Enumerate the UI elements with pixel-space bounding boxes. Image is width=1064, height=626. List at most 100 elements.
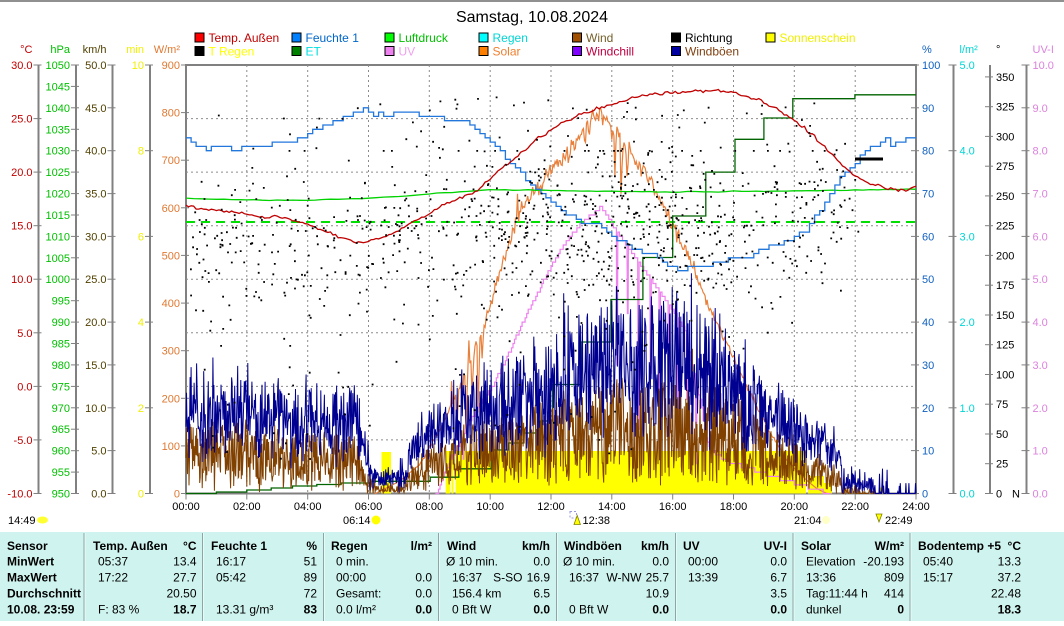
- svg-text:25.7: 25.7: [646, 571, 670, 585]
- svg-text:89: 89: [304, 571, 318, 585]
- svg-text:809: 809: [884, 571, 904, 585]
- svg-text:Regen: Regen: [331, 539, 368, 553]
- svg-text:100: 100: [162, 441, 180, 453]
- svg-text:W-NW: W-NW: [606, 571, 642, 585]
- svg-text:N: N: [1012, 489, 1020, 501]
- svg-text:3.0: 3.0: [960, 231, 975, 243]
- svg-text:1045: 1045: [46, 81, 70, 93]
- svg-text:°C: °C: [20, 44, 32, 56]
- svg-text:20:00: 20:00: [781, 501, 809, 513]
- svg-text:1015: 1015: [46, 210, 70, 222]
- svg-text:3.0: 3.0: [1033, 360, 1048, 372]
- svg-text:Solar: Solar: [493, 45, 521, 59]
- svg-text:4: 4: [138, 317, 144, 329]
- svg-text:20: 20: [922, 403, 934, 415]
- svg-text:-10.0: -10.0: [7, 489, 32, 501]
- svg-text:10: 10: [922, 446, 934, 458]
- svg-text:Wind: Wind: [586, 31, 613, 45]
- svg-text:30.0: 30.0: [11, 60, 32, 72]
- svg-text:10.0: 10.0: [85, 403, 106, 415]
- svg-text:83: 83: [304, 602, 318, 616]
- svg-text:15:17: 15:17: [923, 571, 953, 585]
- svg-text:5.0: 5.0: [17, 328, 32, 340]
- svg-text:1050: 1050: [46, 60, 70, 72]
- svg-text:0 Bft W: 0 Bft W: [452, 602, 492, 616]
- svg-text:Windchill: Windchill: [586, 45, 634, 59]
- svg-text:955: 955: [52, 467, 70, 479]
- svg-text:12:00: 12:00: [537, 501, 565, 513]
- svg-text:18.7: 18.7: [173, 602, 197, 616]
- svg-text:24:00: 24:00: [902, 501, 930, 513]
- svg-text:980: 980: [52, 360, 70, 372]
- svg-text:02:00: 02:00: [233, 501, 261, 513]
- svg-text:80: 80: [922, 146, 934, 158]
- svg-text:W/m²: W/m²: [875, 539, 904, 553]
- svg-text:10:00: 10:00: [476, 501, 504, 513]
- svg-text:0.0: 0.0: [770, 555, 787, 569]
- svg-text:150: 150: [996, 310, 1014, 322]
- svg-text:0.0 l/m²: 0.0 l/m²: [336, 602, 376, 616]
- svg-text:1.0: 1.0: [960, 403, 975, 415]
- svg-text:25.0: 25.0: [11, 114, 32, 126]
- svg-text:Feuchte 1: Feuchte 1: [211, 539, 267, 553]
- svg-text:22:49: 22:49: [885, 515, 913, 527]
- svg-text:Regen: Regen: [493, 31, 528, 45]
- svg-text:10.0: 10.0: [11, 274, 32, 286]
- svg-text:6.5: 6.5: [533, 587, 550, 601]
- svg-text:800: 800: [162, 108, 180, 120]
- svg-text:300: 300: [996, 131, 1014, 143]
- svg-text:22:00: 22:00: [841, 501, 869, 513]
- svg-text:T Regen: T Regen: [209, 45, 255, 59]
- svg-text:1040: 1040: [46, 103, 70, 115]
- svg-text:0.0: 0.0: [533, 555, 550, 569]
- svg-text:hPa: hPa: [50, 44, 70, 56]
- svg-text:16:37: 16:37: [569, 571, 599, 585]
- svg-text:2: 2: [138, 403, 144, 415]
- svg-text:Elevation: Elevation: [806, 555, 855, 569]
- svg-text:5.0: 5.0: [1033, 274, 1048, 286]
- svg-text:05:42: 05:42: [216, 571, 246, 585]
- svg-text:13.3: 13.3: [998, 555, 1022, 569]
- svg-text:21:04: 21:04: [794, 515, 822, 527]
- svg-text:18:00: 18:00: [720, 501, 748, 513]
- svg-text:17:22: 17:22: [98, 571, 128, 585]
- svg-text:3.5: 3.5: [770, 587, 787, 601]
- svg-text:37.2: 37.2: [998, 571, 1022, 585]
- svg-text:W/m²: W/m²: [154, 44, 181, 56]
- svg-text:00:00: 00:00: [336, 571, 366, 585]
- svg-text:35.0: 35.0: [85, 189, 106, 201]
- svg-text:0 min.: 0 min.: [336, 555, 369, 569]
- svg-text:0.0: 0.0: [17, 381, 32, 393]
- svg-text:10.9: 10.9: [646, 587, 670, 601]
- svg-text:km/h: km/h: [641, 539, 669, 553]
- svg-text:0.0: 0.0: [415, 587, 432, 601]
- svg-text:400: 400: [162, 298, 180, 310]
- svg-text:Richtung: Richtung: [685, 31, 732, 45]
- svg-text:20.0: 20.0: [85, 317, 106, 329]
- svg-text:1.0: 1.0: [1033, 446, 1048, 458]
- svg-text:27.7: 27.7: [173, 571, 197, 585]
- svg-text:Ø 10 min.: Ø 10 min.: [446, 555, 498, 569]
- svg-text:UV: UV: [683, 539, 700, 553]
- svg-text:18.3: 18.3: [998, 602, 1022, 616]
- svg-text:200: 200: [162, 393, 180, 405]
- svg-text:75: 75: [996, 399, 1008, 411]
- svg-text:6: 6: [138, 231, 144, 243]
- svg-text:10.08. 23:59: 10.08. 23:59: [7, 602, 75, 616]
- svg-text:960: 960: [52, 446, 70, 458]
- svg-text:414: 414: [884, 587, 904, 601]
- svg-text:0.0: 0.0: [415, 602, 432, 616]
- svg-text:16.9: 16.9: [527, 571, 551, 585]
- svg-text:dunkel: dunkel: [806, 602, 841, 616]
- svg-text:600: 600: [162, 203, 180, 215]
- svg-text:min: min: [126, 44, 144, 56]
- svg-text:60: 60: [922, 231, 934, 243]
- svg-text:13:39: 13:39: [688, 571, 718, 585]
- svg-text:F: 83 %: F: 83 %: [98, 602, 140, 616]
- svg-text:200: 200: [996, 250, 1014, 262]
- svg-text:-5.0: -5.0: [14, 435, 33, 447]
- svg-text:0.0: 0.0: [652, 555, 669, 569]
- svg-text:08:00: 08:00: [416, 501, 444, 513]
- svg-text:Temp. Außen: Temp. Außen: [93, 539, 168, 553]
- svg-text:16:17: 16:17: [216, 555, 246, 569]
